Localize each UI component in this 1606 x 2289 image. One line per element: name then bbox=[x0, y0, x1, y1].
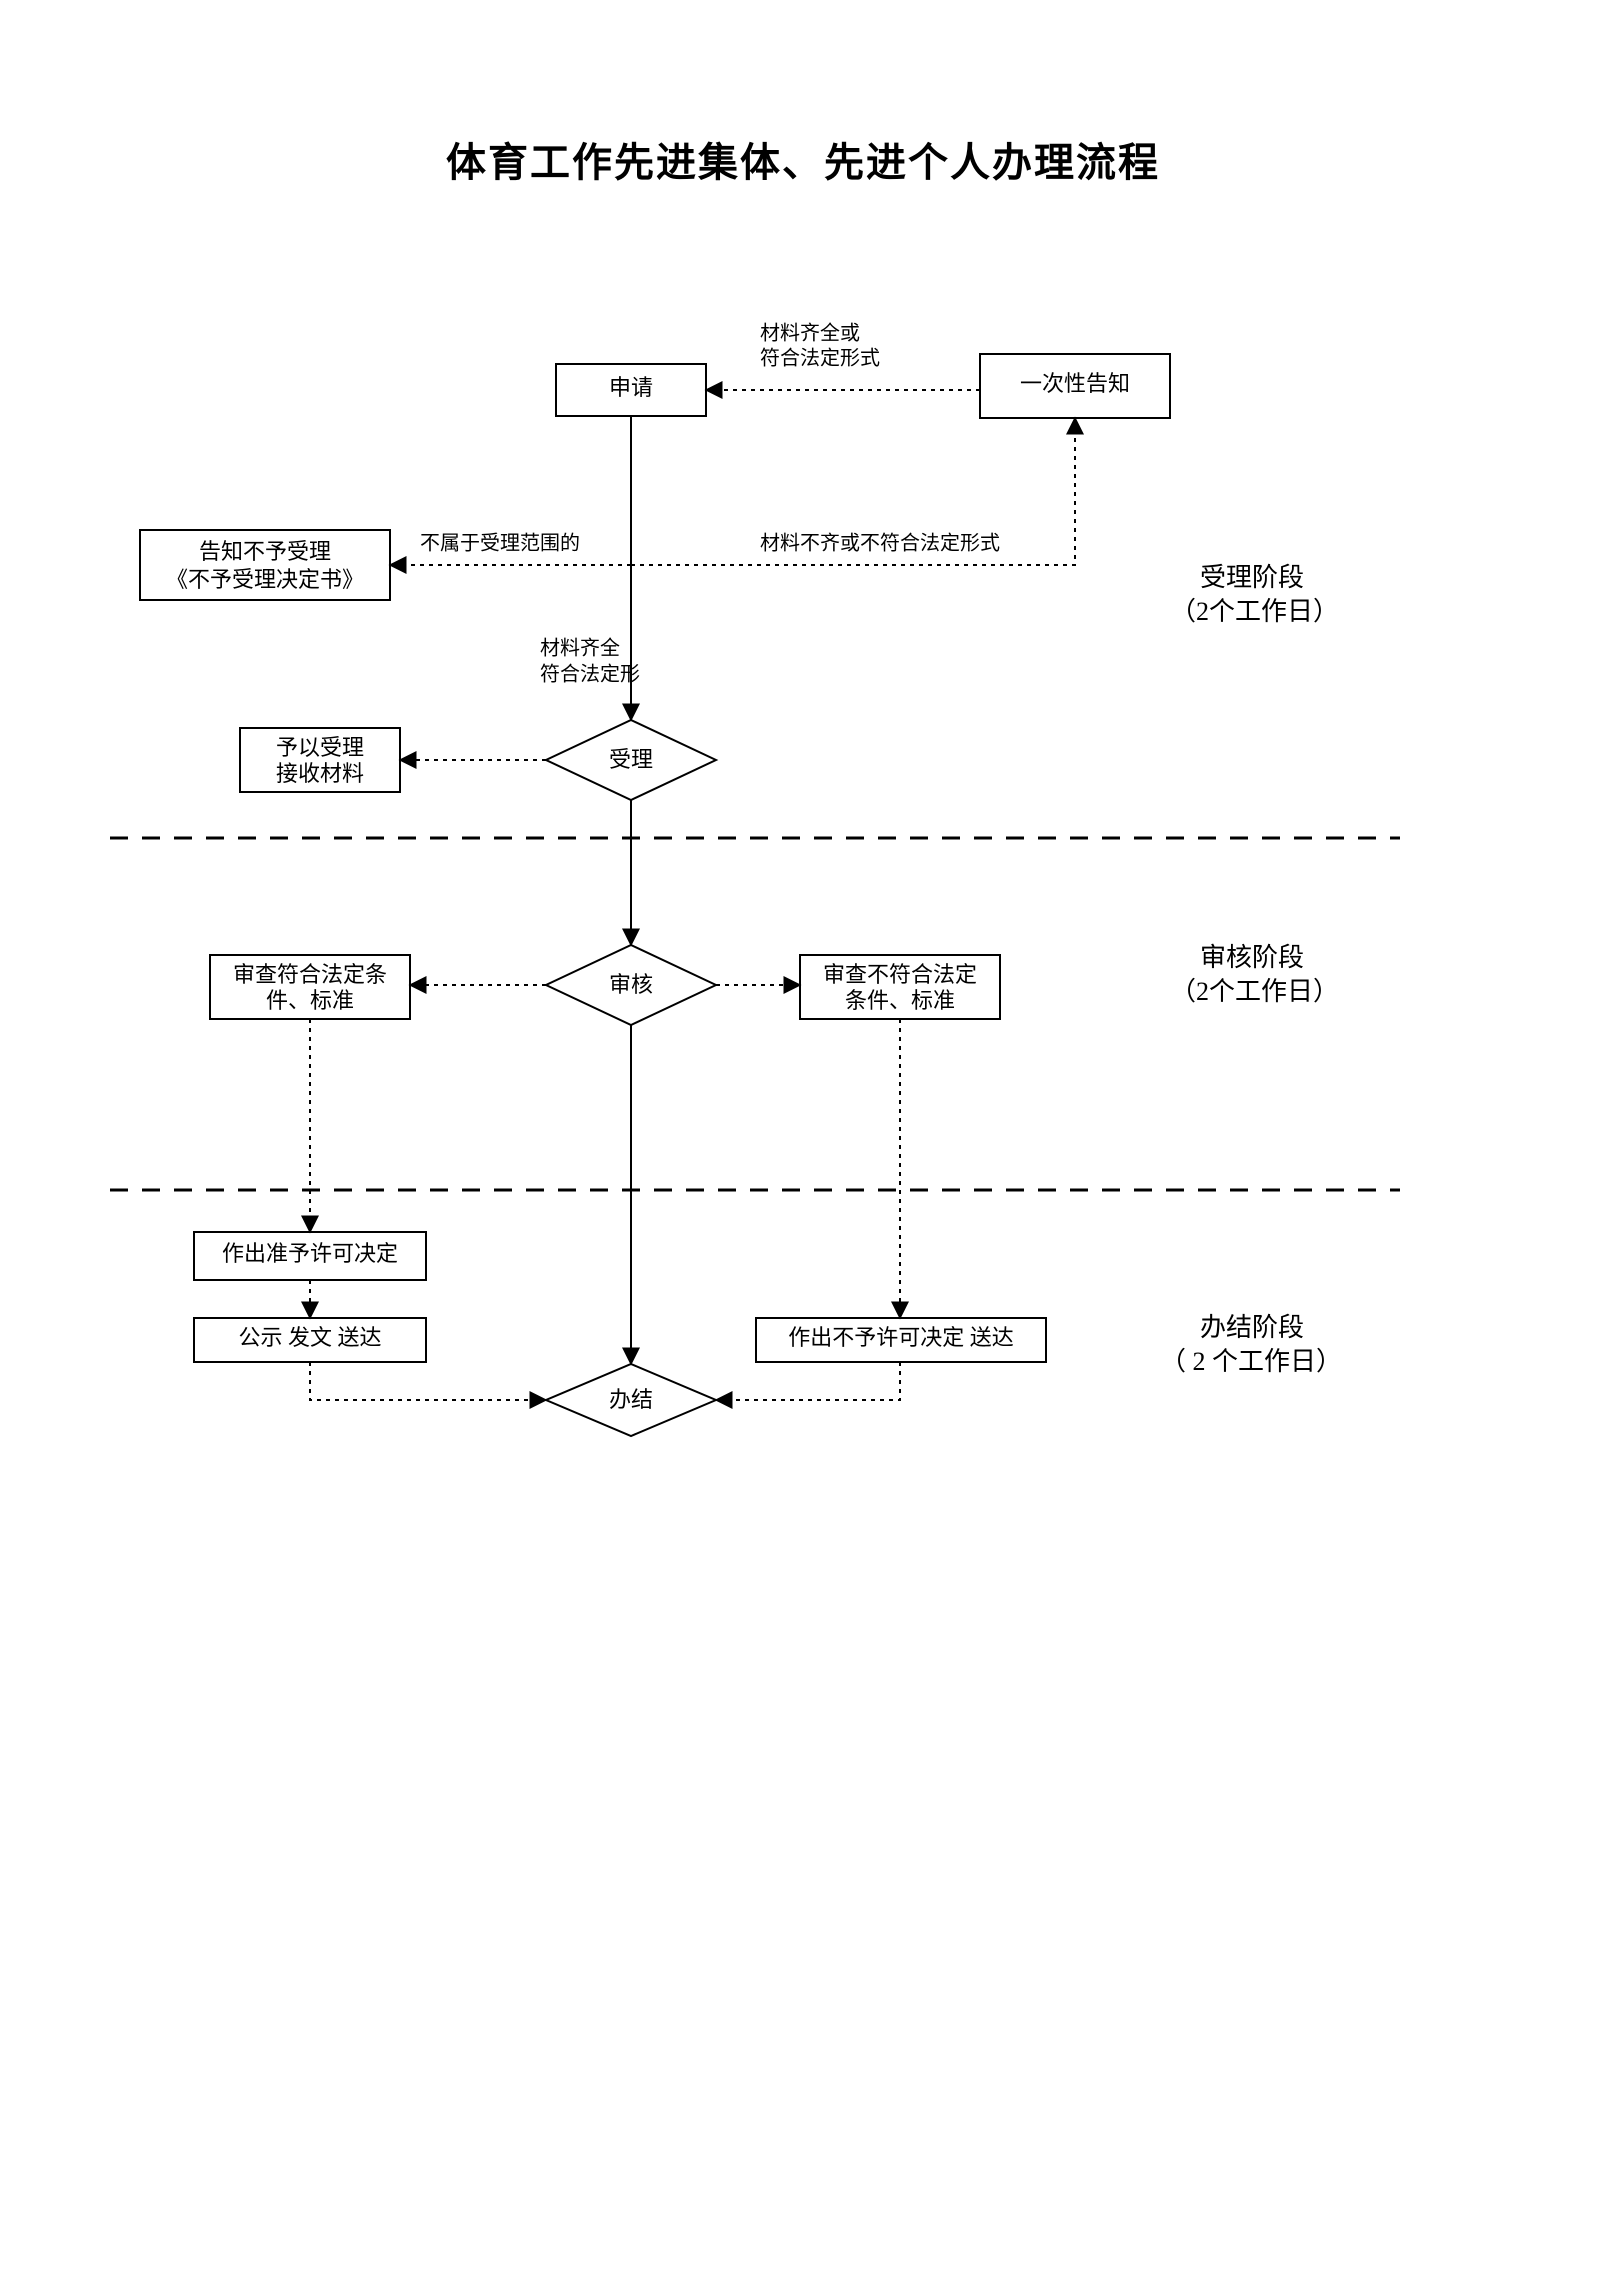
node-acceptance-label: 受理 bbox=[609, 747, 653, 772]
edge bbox=[716, 1362, 900, 1400]
phase-duration: （2个工作日） bbox=[1170, 597, 1339, 626]
node-approve-deliver-label: 公示 发文 送达 bbox=[238, 1325, 381, 1350]
node-application-label: 申请 bbox=[609, 375, 653, 400]
node-review-fail-label1: 审查不符合法定 bbox=[823, 962, 977, 987]
node-accept-materials-label2: 接收材料 bbox=[276, 761, 364, 786]
flowchart: 受理阶段 （2个工作日） 审核阶段 （2个工作日） 办结阶段 （ 2 个工作日）… bbox=[0, 0, 1606, 2289]
annotation: 材料不齐或不符合法定形式 bbox=[760, 532, 1000, 555]
annotation: 符合法定形 bbox=[540, 663, 640, 686]
node-reject-notice-label2: 《不予受理决定书》 bbox=[166, 567, 364, 592]
node-complete-label: 办结 bbox=[609, 1387, 653, 1412]
phase-duration: （2个工作日） bbox=[1170, 977, 1339, 1006]
node-approve-decision-label: 作出准予许可决定 bbox=[222, 1241, 398, 1266]
node-review-pass-label2: 件、标准 bbox=[266, 988, 354, 1013]
phase-duration: （ 2 个工作日） bbox=[1160, 1347, 1342, 1376]
node-accept-materials-label1: 予以受理 bbox=[276, 735, 364, 760]
phase-label: 审核阶段 bbox=[1200, 943, 1304, 972]
annotation: 不属于受理范围的 bbox=[420, 532, 580, 555]
node-one-time-notice-label: 一次性告知 bbox=[1020, 371, 1130, 396]
phase-label: 办结阶段 bbox=[1200, 1313, 1304, 1342]
node-review-fail-label2: 条件、标准 bbox=[845, 988, 955, 1013]
page: 体育工作先进集体、先进个人办理流程 受理阶段 （2个工作日） 审核阶段 （2个工… bbox=[0, 0, 1606, 2289]
node-review-pass-label1: 审查符合法定条 bbox=[233, 962, 387, 987]
node-deny-deliver-label: 作出不予许可决定 送达 bbox=[788, 1325, 1014, 1350]
annotation: 符合法定形式 bbox=[760, 347, 880, 370]
node-review-label: 审核 bbox=[609, 972, 653, 997]
phase-label: 受理阶段 bbox=[1200, 563, 1304, 592]
annotation: 材料齐全或 bbox=[760, 322, 860, 345]
annotation: 材料齐全 bbox=[540, 637, 620, 660]
edge bbox=[310, 1362, 546, 1400]
node-reject-notice-label1: 告知不予受理 bbox=[199, 539, 331, 564]
